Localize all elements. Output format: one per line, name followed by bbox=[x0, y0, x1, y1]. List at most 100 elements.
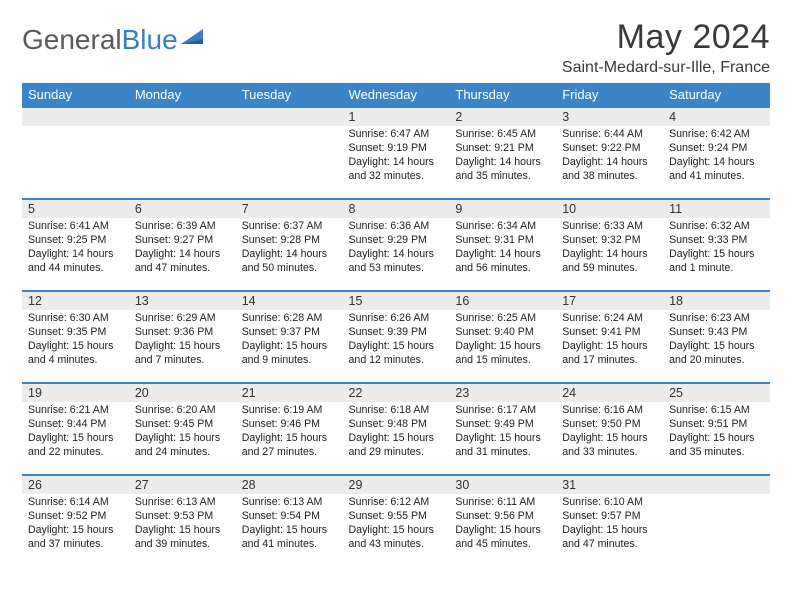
sunset-line: Sunset: 9:52 PM bbox=[28, 510, 123, 524]
day-number: 10 bbox=[556, 198, 663, 218]
day-details: Sunrise: 6:24 AMSunset: 9:41 PMDaylight:… bbox=[556, 310, 663, 372]
brand-part1: General bbox=[22, 24, 122, 56]
sunset-line: Sunset: 9:25 PM bbox=[28, 234, 123, 248]
sunrise-line: Sunrise: 6:41 AM bbox=[28, 220, 123, 234]
sunset-line: Sunset: 9:21 PM bbox=[455, 142, 550, 156]
calendar-cell: 1Sunrise: 6:47 AMSunset: 9:19 PMDaylight… bbox=[343, 106, 450, 198]
day-details: Sunrise: 6:20 AMSunset: 9:45 PMDaylight:… bbox=[129, 402, 236, 464]
calendar-cell bbox=[129, 106, 236, 198]
weekday-header: Thursday bbox=[449, 83, 556, 106]
sunset-line: Sunset: 9:45 PM bbox=[135, 418, 230, 432]
day-number: 3 bbox=[556, 106, 663, 126]
daylight-line: Daylight: 14 hours and 47 minutes. bbox=[135, 248, 230, 276]
sunset-line: Sunset: 9:32 PM bbox=[562, 234, 657, 248]
daylight-line: Daylight: 14 hours and 41 minutes. bbox=[669, 156, 764, 184]
title-block: May 2024 Saint-Medard-sur-Ille, France bbox=[562, 18, 770, 77]
day-number: 31 bbox=[556, 474, 663, 494]
day-details: Sunrise: 6:36 AMSunset: 9:29 PMDaylight:… bbox=[343, 218, 450, 280]
daylight-line: Daylight: 15 hours and 17 minutes. bbox=[562, 340, 657, 368]
daylight-line: Daylight: 15 hours and 20 minutes. bbox=[669, 340, 764, 368]
sunrise-line: Sunrise: 6:13 AM bbox=[242, 496, 337, 510]
calendar-cell: 17Sunrise: 6:24 AMSunset: 9:41 PMDayligh… bbox=[556, 290, 663, 382]
daylight-line: Daylight: 15 hours and 45 minutes. bbox=[455, 524, 550, 552]
weekday-header: Saturday bbox=[663, 83, 770, 106]
daylight-line: Daylight: 14 hours and 35 minutes. bbox=[455, 156, 550, 184]
calendar-cell bbox=[22, 106, 129, 198]
day-number bbox=[22, 106, 129, 126]
weekday-header: Tuesday bbox=[236, 83, 343, 106]
day-details bbox=[129, 126, 236, 132]
calendar-cell: 15Sunrise: 6:26 AMSunset: 9:39 PMDayligh… bbox=[343, 290, 450, 382]
daylight-line: Daylight: 15 hours and 29 minutes. bbox=[349, 432, 444, 460]
day-number: 29 bbox=[343, 474, 450, 494]
calendar-cell: 23Sunrise: 6:17 AMSunset: 9:49 PMDayligh… bbox=[449, 382, 556, 474]
day-number: 11 bbox=[663, 198, 770, 218]
day-details: Sunrise: 6:15 AMSunset: 9:51 PMDaylight:… bbox=[663, 402, 770, 464]
sunset-line: Sunset: 9:43 PM bbox=[669, 326, 764, 340]
day-number: 16 bbox=[449, 290, 556, 310]
sunrise-line: Sunrise: 6:15 AM bbox=[669, 404, 764, 418]
calendar-cell: 6Sunrise: 6:39 AMSunset: 9:27 PMDaylight… bbox=[129, 198, 236, 290]
daylight-line: Daylight: 15 hours and 15 minutes. bbox=[455, 340, 550, 368]
day-details bbox=[236, 126, 343, 132]
calendar-cell: 4Sunrise: 6:42 AMSunset: 9:24 PMDaylight… bbox=[663, 106, 770, 198]
sunrise-line: Sunrise: 6:20 AM bbox=[135, 404, 230, 418]
day-details: Sunrise: 6:23 AMSunset: 9:43 PMDaylight:… bbox=[663, 310, 770, 372]
calendar-cell bbox=[236, 106, 343, 198]
day-details: Sunrise: 6:21 AMSunset: 9:44 PMDaylight:… bbox=[22, 402, 129, 464]
calendar-cell: 28Sunrise: 6:13 AMSunset: 9:54 PMDayligh… bbox=[236, 474, 343, 566]
calendar-body: 1Sunrise: 6:47 AMSunset: 9:19 PMDaylight… bbox=[22, 106, 770, 566]
daylight-line: Daylight: 14 hours and 59 minutes. bbox=[562, 248, 657, 276]
daylight-line: Daylight: 15 hours and 35 minutes. bbox=[669, 432, 764, 460]
daylight-line: Daylight: 15 hours and 47 minutes. bbox=[562, 524, 657, 552]
calendar-cell: 12Sunrise: 6:30 AMSunset: 9:35 PMDayligh… bbox=[22, 290, 129, 382]
sunrise-line: Sunrise: 6:44 AM bbox=[562, 128, 657, 142]
calendar-week-row: 26Sunrise: 6:14 AMSunset: 9:52 PMDayligh… bbox=[22, 474, 770, 566]
weekday-header: Monday bbox=[129, 83, 236, 106]
calendar-cell: 31Sunrise: 6:10 AMSunset: 9:57 PMDayligh… bbox=[556, 474, 663, 566]
sunset-line: Sunset: 9:40 PM bbox=[455, 326, 550, 340]
sunset-line: Sunset: 9:29 PM bbox=[349, 234, 444, 248]
calendar-cell: 21Sunrise: 6:19 AMSunset: 9:46 PMDayligh… bbox=[236, 382, 343, 474]
calendar-week-row: 19Sunrise: 6:21 AMSunset: 9:44 PMDayligh… bbox=[22, 382, 770, 474]
sunset-line: Sunset: 9:56 PM bbox=[455, 510, 550, 524]
day-details: Sunrise: 6:14 AMSunset: 9:52 PMDaylight:… bbox=[22, 494, 129, 556]
sunrise-line: Sunrise: 6:17 AM bbox=[455, 404, 550, 418]
daylight-line: Daylight: 15 hours and 7 minutes. bbox=[135, 340, 230, 368]
calendar-week-row: 12Sunrise: 6:30 AMSunset: 9:35 PMDayligh… bbox=[22, 290, 770, 382]
sunset-line: Sunset: 9:48 PM bbox=[349, 418, 444, 432]
day-number: 18 bbox=[663, 290, 770, 310]
sunrise-line: Sunrise: 6:12 AM bbox=[349, 496, 444, 510]
weekday-header: Sunday bbox=[22, 83, 129, 106]
sunrise-line: Sunrise: 6:16 AM bbox=[562, 404, 657, 418]
day-number: 19 bbox=[22, 382, 129, 402]
sunset-line: Sunset: 9:37 PM bbox=[242, 326, 337, 340]
day-number: 21 bbox=[236, 382, 343, 402]
calendar-cell: 9Sunrise: 6:34 AMSunset: 9:31 PMDaylight… bbox=[449, 198, 556, 290]
day-number: 9 bbox=[449, 198, 556, 218]
sunrise-line: Sunrise: 6:29 AM bbox=[135, 312, 230, 326]
sunrise-line: Sunrise: 6:19 AM bbox=[242, 404, 337, 418]
daylight-line: Daylight: 15 hours and 22 minutes. bbox=[28, 432, 123, 460]
calendar-week-row: 5Sunrise: 6:41 AMSunset: 9:25 PMDaylight… bbox=[22, 198, 770, 290]
day-number: 23 bbox=[449, 382, 556, 402]
sunrise-line: Sunrise: 6:23 AM bbox=[669, 312, 764, 326]
day-details: Sunrise: 6:28 AMSunset: 9:37 PMDaylight:… bbox=[236, 310, 343, 372]
day-details: Sunrise: 6:13 AMSunset: 9:53 PMDaylight:… bbox=[129, 494, 236, 556]
sunrise-line: Sunrise: 6:33 AM bbox=[562, 220, 657, 234]
day-details: Sunrise: 6:12 AMSunset: 9:55 PMDaylight:… bbox=[343, 494, 450, 556]
day-number bbox=[236, 106, 343, 126]
calendar-cell: 25Sunrise: 6:15 AMSunset: 9:51 PMDayligh… bbox=[663, 382, 770, 474]
daylight-line: Daylight: 14 hours and 32 minutes. bbox=[349, 156, 444, 184]
calendar-cell: 27Sunrise: 6:13 AMSunset: 9:53 PMDayligh… bbox=[129, 474, 236, 566]
calendar-page: GeneralBlue May 2024 Saint-Medard-sur-Il… bbox=[0, 0, 792, 566]
daylight-line: Daylight: 14 hours and 50 minutes. bbox=[242, 248, 337, 276]
calendar-cell: 22Sunrise: 6:18 AMSunset: 9:48 PMDayligh… bbox=[343, 382, 450, 474]
sunrise-line: Sunrise: 6:34 AM bbox=[455, 220, 550, 234]
calendar-cell: 24Sunrise: 6:16 AMSunset: 9:50 PMDayligh… bbox=[556, 382, 663, 474]
sunrise-line: Sunrise: 6:45 AM bbox=[455, 128, 550, 142]
location-label: Saint-Medard-sur-Ille, France bbox=[562, 59, 770, 77]
sunrise-line: Sunrise: 6:10 AM bbox=[562, 496, 657, 510]
sunset-line: Sunset: 9:19 PM bbox=[349, 142, 444, 156]
day-details: Sunrise: 6:18 AMSunset: 9:48 PMDaylight:… bbox=[343, 402, 450, 464]
